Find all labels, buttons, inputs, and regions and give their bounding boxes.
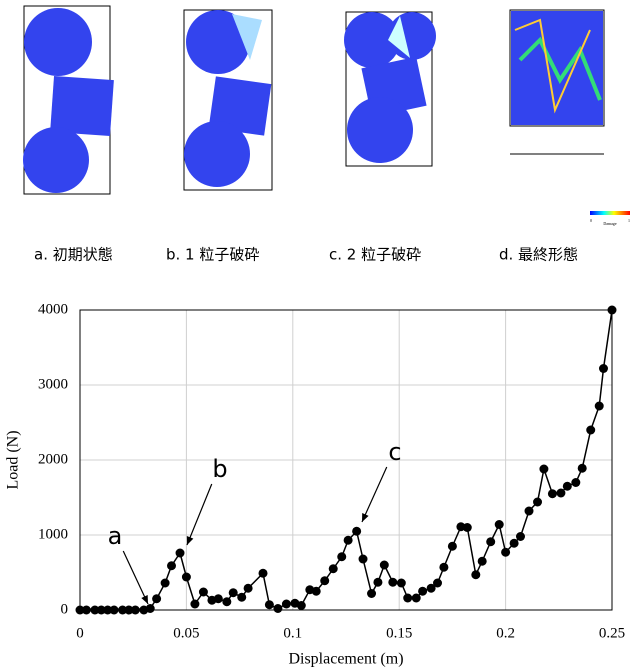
point: [352, 527, 361, 536]
point: [388, 578, 397, 587]
caption: c. 2 粒子破砕: [329, 246, 421, 264]
colorbar-min: 0: [590, 218, 592, 223]
point: [244, 584, 253, 593]
annotation: a: [108, 522, 123, 550]
point: [539, 465, 548, 474]
point: [586, 426, 595, 435]
point: [265, 600, 274, 609]
point: [259, 569, 268, 578]
point: [167, 561, 176, 570]
colorbar-max: 1: [628, 218, 630, 223]
point: [82, 606, 91, 615]
point: [516, 532, 525, 541]
caption: d. 最終形態: [499, 246, 578, 264]
x-tick-label: 0.2: [496, 625, 515, 641]
point: [320, 576, 329, 585]
point: [397, 579, 406, 588]
point: [471, 570, 480, 579]
point: [548, 489, 557, 498]
x-tick-label: 0.1: [283, 625, 302, 641]
point: [329, 564, 338, 573]
figure: 0 Damage 1 a. 初期状態 b. 1 粒子破砕 c. 2 粒子破砕 d…: [0, 0, 641, 670]
point: [563, 482, 572, 491]
caption: b. 1 粒子破砕: [166, 246, 259, 264]
panel-c: [344, 12, 436, 166]
y-axis-label: Load (N): [5, 430, 22, 489]
point: [282, 600, 291, 609]
x-tick-label: 0.15: [386, 625, 412, 641]
point: [403, 594, 412, 603]
point: [486, 537, 495, 546]
arrow-head: [187, 536, 193, 545]
point: [199, 588, 208, 597]
annotation: c: [388, 438, 401, 466]
point: [478, 557, 487, 566]
point: [495, 520, 504, 529]
x-tick-label: 0.05: [173, 625, 199, 641]
point: [214, 594, 223, 603]
point: [373, 578, 382, 587]
point: [229, 588, 238, 597]
colorbar-label: Damage: [603, 221, 617, 226]
point: [578, 464, 587, 473]
panel-d: [510, 10, 604, 154]
point: [146, 604, 155, 613]
panel-b: [184, 10, 272, 190]
x-axis-label: Displacement (m): [288, 651, 403, 668]
point: [556, 489, 565, 498]
y-tick-label: 0: [61, 601, 69, 617]
panel-a: [23, 6, 114, 194]
point: [222, 597, 231, 606]
y-tick-label: 3000: [38, 376, 68, 392]
point: [533, 498, 542, 507]
colorbar: 0 Damage 1: [590, 211, 630, 226]
point: [367, 589, 376, 598]
point: [182, 573, 191, 582]
point: [595, 402, 604, 411]
point: [297, 601, 306, 610]
annotation-arrow: [123, 551, 148, 604]
point: [337, 552, 346, 561]
point: [525, 507, 534, 516]
point: [176, 549, 185, 558]
point: [571, 478, 580, 487]
point: [359, 555, 368, 564]
point: [412, 594, 421, 603]
annotation-arrow: [187, 484, 212, 545]
point: [380, 561, 389, 570]
point: [344, 536, 353, 545]
point: [463, 523, 472, 532]
y-tick-label: 4000: [38, 301, 68, 317]
x-tick-label: 0: [76, 625, 84, 641]
point: [237, 593, 246, 602]
point: [448, 542, 457, 551]
x-tick-label: 0.25: [599, 625, 625, 641]
point: [312, 587, 321, 596]
point: [131, 606, 140, 615]
point: [608, 306, 617, 315]
annotation: b: [212, 455, 227, 483]
point: [161, 579, 170, 588]
point: [433, 579, 442, 588]
annotation-arrow: [362, 467, 387, 522]
point: [190, 600, 199, 609]
y-tick-label: 2000: [38, 451, 68, 467]
point: [418, 587, 427, 596]
point: [510, 539, 519, 548]
point: [110, 606, 119, 615]
point: [501, 548, 510, 557]
y-tick-label: 1000: [38, 526, 68, 542]
point: [273, 604, 282, 613]
point: [152, 594, 161, 603]
point: [439, 563, 448, 572]
caption: a. 初期状態: [34, 246, 113, 264]
point: [599, 364, 608, 373]
